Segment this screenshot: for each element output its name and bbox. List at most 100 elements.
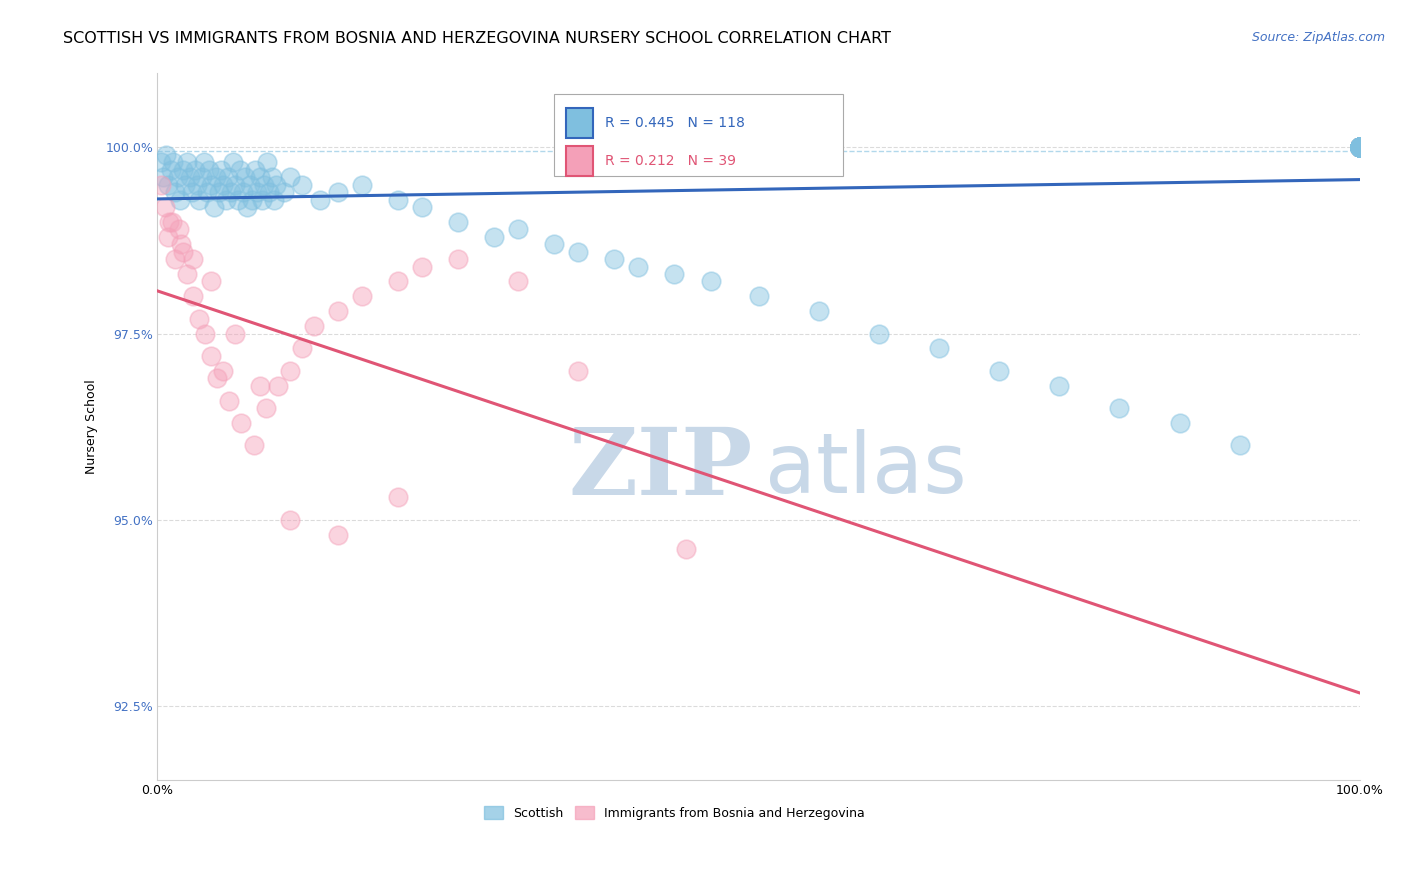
Point — [1348, 140, 1371, 154]
Point — [326, 527, 349, 541]
Point — [194, 326, 217, 341]
Point — [226, 193, 249, 207]
Point — [236, 200, 259, 214]
Point — [233, 170, 256, 185]
Point — [1348, 140, 1371, 154]
Text: SCOTTISH VS IMMIGRANTS FROM BOSNIA AND HERZEGOVINA NURSERY SCHOOL CORRELATION CH: SCOTTISH VS IMMIGRANTS FROM BOSNIA AND H… — [63, 31, 891, 46]
Point — [1348, 140, 1371, 154]
Point — [506, 275, 529, 289]
Point — [1348, 140, 1371, 154]
Point — [1348, 140, 1371, 154]
Point — [165, 185, 187, 199]
Point — [807, 304, 830, 318]
Point — [326, 185, 349, 199]
Point — [218, 393, 240, 408]
Point — [1348, 140, 1371, 154]
Point — [1348, 140, 1371, 154]
Point — [157, 229, 180, 244]
Point — [291, 178, 314, 192]
Point — [308, 193, 330, 207]
Point — [155, 148, 177, 162]
Point — [506, 222, 529, 236]
Point — [302, 319, 325, 334]
Point — [567, 244, 589, 259]
Point — [278, 364, 301, 378]
Point — [172, 162, 194, 177]
Point — [217, 170, 239, 185]
Point — [1229, 438, 1251, 452]
Point — [239, 178, 262, 192]
Point — [1348, 140, 1371, 154]
Point — [627, 260, 650, 274]
Point — [243, 162, 266, 177]
Point — [447, 252, 470, 266]
Point — [257, 185, 280, 199]
Point — [152, 170, 174, 185]
Point — [207, 185, 229, 199]
Legend: Scottish, Immigrants from Bosnia and Herzegovina: Scottish, Immigrants from Bosnia and Her… — [479, 801, 870, 825]
Point — [1348, 140, 1371, 154]
Point — [179, 170, 201, 185]
Point — [1348, 140, 1371, 154]
Point — [242, 438, 264, 452]
FancyBboxPatch shape — [567, 146, 593, 176]
Point — [224, 326, 246, 341]
Point — [411, 200, 433, 214]
Point — [181, 185, 204, 199]
Point — [1348, 140, 1371, 154]
Point — [174, 178, 197, 192]
Point — [387, 193, 409, 207]
Point — [229, 162, 252, 177]
Point — [200, 349, 222, 363]
Point — [165, 252, 187, 266]
Point — [699, 275, 721, 289]
Point — [224, 178, 246, 192]
Point — [1348, 140, 1371, 154]
Point — [260, 170, 283, 185]
Point — [266, 378, 288, 392]
Point — [1348, 140, 1371, 154]
Point — [160, 215, 183, 229]
Point — [1348, 140, 1371, 154]
Point — [170, 237, 193, 252]
Point — [988, 364, 1011, 378]
Point — [256, 155, 278, 169]
Point — [198, 162, 221, 177]
Point — [1348, 140, 1371, 154]
Point — [1348, 140, 1371, 154]
Point — [162, 155, 184, 169]
Point — [209, 162, 232, 177]
Point — [188, 193, 211, 207]
Point — [1348, 140, 1371, 154]
Point — [263, 193, 285, 207]
Point — [212, 178, 235, 192]
Point — [1348, 140, 1371, 154]
Point — [202, 200, 225, 214]
Point — [1348, 140, 1371, 154]
Point — [664, 267, 686, 281]
Point — [1108, 401, 1130, 415]
Point — [157, 215, 180, 229]
Point — [157, 178, 180, 192]
Point — [149, 178, 172, 192]
Text: ZIP: ZIP — [568, 424, 752, 514]
Point — [1168, 416, 1191, 430]
Point — [186, 178, 208, 192]
Point — [748, 289, 770, 303]
Point — [200, 275, 222, 289]
Point — [246, 185, 269, 199]
Point — [183, 252, 205, 266]
Point — [249, 378, 271, 392]
Point — [1348, 140, 1371, 154]
Point — [1348, 140, 1371, 154]
Point — [1348, 140, 1371, 154]
Point — [387, 491, 409, 505]
Point — [1348, 140, 1371, 154]
Point — [567, 364, 589, 378]
Y-axis label: Nursery School: Nursery School — [86, 379, 98, 474]
Point — [1047, 378, 1070, 392]
Point — [200, 178, 222, 192]
Text: atlas: atlas — [765, 428, 966, 509]
Point — [176, 155, 198, 169]
Point — [273, 185, 295, 199]
